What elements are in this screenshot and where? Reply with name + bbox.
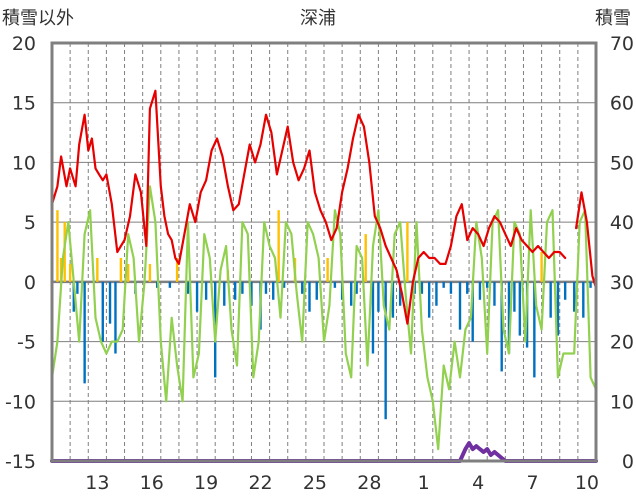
- bar-negative: [556, 281, 560, 336]
- left-tick-label: -10: [5, 391, 36, 413]
- bar-negative: [308, 281, 311, 312]
- left-axis-title: 積雪以外: [2, 8, 74, 29]
- bar-negative: [241, 281, 244, 294]
- x-tick-label: 16: [140, 472, 164, 494]
- left-tick-label: 15: [12, 93, 36, 115]
- bar-negative: [377, 281, 380, 312]
- bar-negative: [350, 281, 353, 306]
- right-tick-label: 0: [622, 451, 634, 473]
- left-tick-label: 5: [24, 212, 36, 234]
- bar-negative: [315, 281, 318, 300]
- bar-negative: [493, 281, 496, 306]
- bar-negative: [442, 281, 445, 288]
- bar-positive: [364, 234, 367, 282]
- right-tick-label: 20: [610, 332, 634, 354]
- snow_depth-line: [50, 441, 598, 463]
- bar-negative: [573, 281, 576, 312]
- line-series: [50, 89, 598, 463]
- bar-negative: [458, 281, 462, 330]
- bar-negative: [72, 281, 75, 312]
- bar-negative: [168, 281, 172, 288]
- bar-negative: [507, 281, 511, 354]
- bar-positive: [277, 210, 280, 282]
- bar-negative: [204, 281, 208, 300]
- bar-positive: [326, 257, 329, 282]
- bar-positive: [56, 210, 59, 282]
- bar-positive: [68, 263, 72, 282]
- chart-title: 深浦: [300, 8, 336, 29]
- bar-positive: [175, 257, 179, 282]
- secondary_line-line: [50, 185, 598, 451]
- left-tick-label: 0: [24, 272, 36, 294]
- bar-negative: [301, 281, 304, 294]
- x-tick-label: 4: [472, 472, 484, 494]
- left-tick-label: -15: [5, 451, 36, 473]
- bar-negative: [449, 281, 453, 294]
- bar-negative: [582, 281, 585, 318]
- x-tick-label: 10: [575, 472, 599, 494]
- right-tick-label: 70: [610, 33, 634, 55]
- x-tick-label: 13: [85, 472, 109, 494]
- right-axis-title: 積雪: [595, 8, 631, 29]
- bar-negative: [563, 281, 567, 300]
- right-tick-label: 50: [610, 152, 634, 174]
- bar-negative: [223, 281, 226, 306]
- bar-negative: [250, 281, 253, 306]
- left-tick-label: -5: [17, 332, 36, 354]
- bar-negative: [186, 281, 190, 294]
- bar-negative: [333, 281, 337, 288]
- bar-negative: [264, 281, 268, 294]
- bar-negative: [589, 281, 592, 288]
- bar-negative: [500, 281, 503, 372]
- left-tick-label: 10: [12, 152, 36, 174]
- bar-negative: [478, 281, 482, 300]
- bar-negative: [108, 281, 112, 324]
- left-tick-label: 20: [12, 33, 36, 55]
- x-tick-label: 25: [303, 472, 327, 494]
- x-tick-label: 22: [248, 472, 272, 494]
- bar-negative: [435, 281, 438, 306]
- bar-negative: [420, 281, 424, 294]
- x-tick-label: 19: [194, 472, 218, 494]
- bar-negative: [114, 281, 117, 354]
- bar-negative: [471, 281, 474, 342]
- bar-positive: [126, 263, 130, 282]
- right-tick-label: 30: [610, 272, 634, 294]
- bar-negative: [371, 281, 375, 354]
- bar-negative: [195, 281, 199, 312]
- bar-negative: [76, 281, 79, 294]
- bar-negative: [549, 281, 552, 318]
- x-tick-label: 1: [418, 472, 430, 494]
- plot-frame: [50, 41, 598, 463]
- right-tick-label: 60: [610, 93, 634, 115]
- x-tick-label: 28: [357, 472, 381, 494]
- bar-positive: [406, 222, 409, 282]
- bar-positive: [540, 252, 543, 282]
- bar-negative: [427, 281, 431, 318]
- bar-negative: [486, 281, 489, 288]
- temperature-line: [50, 89, 598, 325]
- bar-negative: [83, 281, 86, 384]
- bar-negative: [384, 281, 387, 420]
- bar-negative: [533, 281, 536, 378]
- bar-positive: [119, 257, 123, 282]
- bar-negative: [101, 281, 104, 342]
- bar-negative: [398, 281, 402, 306]
- bar-negative: [518, 281, 522, 336]
- bar-negative: [513, 281, 516, 312]
- right-tick-label: 10: [610, 391, 634, 413]
- right-tick-label: 40: [610, 212, 634, 234]
- bar-negative: [466, 281, 469, 294]
- bar-negative: [391, 281, 395, 318]
- plot-background: [52, 43, 596, 461]
- x-tick-label: 7: [526, 472, 538, 494]
- bar-negative: [355, 281, 358, 294]
- bar-negative: [282, 281, 286, 288]
- bar-negative: [233, 281, 237, 300]
- bar-positive: [148, 263, 152, 282]
- bar-positive: [96, 257, 99, 282]
- bar-negative: [272, 281, 275, 300]
